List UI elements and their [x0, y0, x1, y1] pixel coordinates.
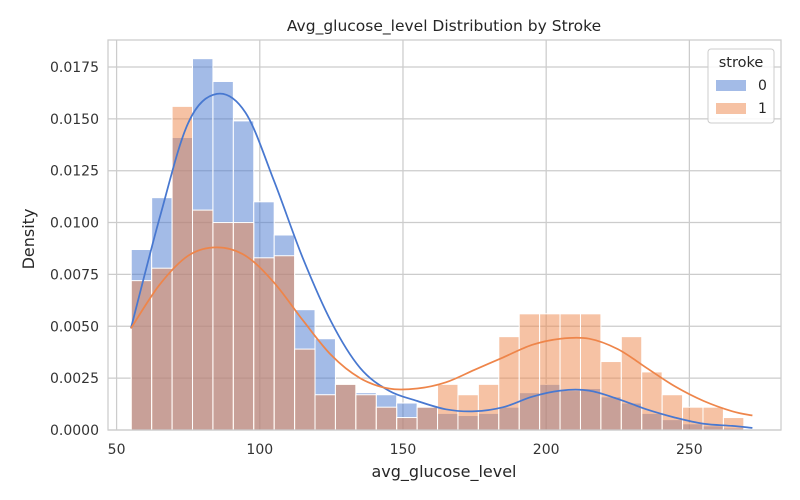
x-tick-label: 250: [676, 442, 703, 458]
histogram-bar-stroke-1: [273, 255, 296, 431]
histogram-bar-stroke-1: [192, 209, 214, 431]
y-tick-label: 0.0050: [50, 319, 99, 335]
histogram-bar-stroke-1: [334, 383, 357, 431]
histogram-bar-stroke-1: [682, 406, 704, 431]
legend-swatch-0: [716, 80, 746, 91]
histogram-bar-stroke-1: [355, 394, 377, 431]
histogram-bar-stroke-1: [253, 257, 275, 431]
histogram-bar-stroke-1: [477, 383, 500, 431]
kde-line-stroke-0: [130, 92, 753, 429]
histogram-bar-stroke-1: [314, 394, 336, 431]
histogram-bar-stroke-1: [294, 348, 316, 431]
histogram-bar-stroke-1: [702, 406, 724, 431]
histogram-bar-stroke-1: [212, 222, 234, 431]
histogram-bar-stroke-1: [457, 394, 479, 431]
y-tick-labels: 0.0000 0.0025 0.0050 0.0075 0.0100 0.0125 0.01…: [50, 60, 99, 439]
histogram-bar-stroke-1: [130, 280, 153, 431]
legend-title: stroke: [719, 55, 764, 71]
histogram-bar-stroke-1: [559, 313, 581, 431]
histogram-bar-stroke-1: [579, 313, 602, 431]
histogram-bar-stroke-1: [518, 313, 541, 431]
kde-curves: [130, 92, 753, 429]
histogram-bar-stroke-1: [620, 336, 643, 431]
x-tick-label: 200: [533, 442, 560, 458]
histogram-bar-stroke-1: [641, 371, 663, 431]
histogram-bar-stroke-1: [539, 313, 561, 431]
histogram-bar-stroke-1: [375, 406, 398, 431]
x-tick-label: 50: [108, 442, 126, 458]
histogram-bar-stroke-1: [416, 406, 439, 431]
legend-label-1: 1: [758, 101, 767, 117]
y-axis-label: Density: [19, 209, 38, 270]
histogram-bar-stroke-1: [396, 417, 418, 431]
bars-stroke-1: [130, 105, 745, 431]
legend-swatch-1: [716, 103, 746, 114]
y-tick-label: 0.0100: [50, 216, 99, 232]
x-tick-labels: 50 100 150 200 250: [108, 442, 703, 458]
histogram-bar-stroke-1: [171, 105, 194, 431]
x-axis-label: avg_glucose_level: [372, 462, 517, 482]
histogram-bar-stroke-1: [437, 383, 459, 431]
x-tick-label: 150: [390, 442, 417, 458]
y-tick-label: 0.0075: [50, 267, 99, 283]
legend: stroke 0 1: [707, 48, 775, 124]
chart-title: Avg_glucose_level Distribution by Stroke: [287, 17, 601, 36]
y-tick-label: 0.0150: [50, 112, 99, 128]
kde-line-stroke-1: [130, 246, 753, 417]
plot-frame: [107, 39, 782, 431]
y-tick-label: 0.0000: [50, 423, 99, 439]
histogram-bar-stroke-1: [722, 417, 745, 431]
histogram-bar-stroke-1: [661, 394, 684, 431]
y-tick-label: 0.0125: [50, 164, 99, 180]
legend-label-0: 0: [758, 78, 767, 94]
x-tick-label: 100: [246, 442, 273, 458]
y-tick-label: 0.0025: [50, 371, 99, 387]
y-tick-label: 0.0175: [50, 60, 99, 76]
